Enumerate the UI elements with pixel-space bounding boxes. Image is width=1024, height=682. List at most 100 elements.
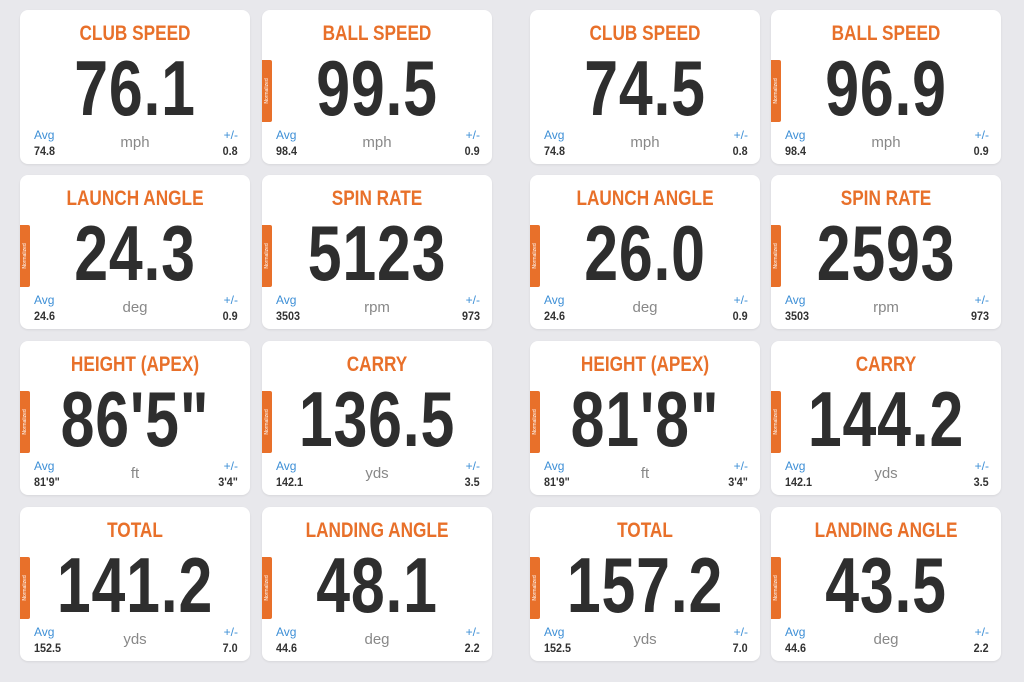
- stat-title: CARRY: [855, 353, 917, 376]
- avg-value: 24.6: [544, 309, 566, 323]
- stat-title: BALL SPEED: [322, 22, 432, 45]
- pm-label: +/-: [223, 459, 238, 473]
- stat-unit: mph: [630, 134, 660, 151]
- avg-value: 142.1: [276, 475, 304, 489]
- pm-label: +/-: [223, 128, 238, 142]
- pm-label: +/-: [733, 625, 748, 639]
- pm-value: 7.0: [222, 641, 238, 655]
- avg-label: Avg: [34, 459, 55, 473]
- pm-label: +/-: [733, 459, 748, 473]
- pm-value: 973: [970, 309, 989, 323]
- pm-value: 0.9: [464, 144, 480, 158]
- avg-label: Avg: [276, 128, 297, 142]
- stat-unit: rpm: [873, 299, 899, 316]
- normalized-label: Normalized: [264, 409, 270, 435]
- normalized-label: Normalized: [264, 575, 270, 601]
- stat-card: TOTAL 157.2 yds Avg 152.5 +/- 7.0 Normalized: [530, 507, 760, 661]
- pm-value: 2.2: [973, 641, 989, 655]
- stat-title: TOTAL: [107, 519, 163, 542]
- normalized-label: Normalized: [532, 575, 538, 601]
- avg-value: 152.5: [544, 641, 572, 655]
- stat-unit: rpm: [364, 299, 390, 316]
- stat-title: LANDING ANGLE: [814, 519, 958, 542]
- normalized-label: Normalized: [532, 243, 538, 269]
- stat-value: 141.2: [56, 541, 214, 629]
- normalized-tab: Normalized: [771, 391, 781, 453]
- stat-value: 74.5: [584, 44, 706, 132]
- stat-unit: deg: [364, 631, 390, 648]
- stat-value: 81'8": [570, 375, 720, 463]
- stat-title: CLUB SPEED: [79, 22, 191, 45]
- normalized-tab: Normalized: [20, 557, 30, 619]
- stat-title: SPIN RATE: [840, 187, 932, 210]
- stat-card: LANDING ANGLE 43.5 deg Avg 44.6 +/- 2.2 Normali…: [771, 507, 1001, 661]
- stat-value: 76.1: [74, 44, 196, 132]
- stat-value: 136.5: [298, 375, 456, 463]
- pm-value: 3'4": [218, 475, 238, 489]
- pm-label: +/-: [733, 293, 748, 307]
- pm-label: +/-: [223, 625, 238, 639]
- normalized-label: Normalized: [532, 409, 538, 435]
- avg-label: Avg: [276, 293, 297, 307]
- stat-card: HEIGHT (APEX) 86'5" ft Avg 81'9" +/- 3'4" Norma…: [20, 341, 250, 495]
- pm-label: +/-: [465, 293, 480, 307]
- stat-card: LAUNCH ANGLE 26.0 deg Avg 24.6 +/- 0.9 Normaliz…: [530, 175, 760, 329]
- stat-value: 5123: [307, 209, 447, 297]
- stat-title: CLUB SPEED: [589, 22, 701, 45]
- avg-label: Avg: [34, 625, 55, 639]
- stat-card: CARRY 136.5 yds Avg 142.1 +/- 3.5 Normalized: [262, 341, 492, 495]
- stat-unit: mph: [362, 134, 392, 151]
- pm-value: 973: [461, 309, 480, 323]
- pm-value: 7.0: [732, 641, 748, 655]
- pm-label: +/-: [974, 625, 989, 639]
- pm-label: +/-: [733, 128, 748, 142]
- pm-label: +/-: [465, 128, 480, 142]
- stat-value: 24.3: [74, 209, 196, 297]
- normalized-tab: Normalized: [262, 60, 272, 122]
- stat-title: CARRY: [346, 353, 408, 376]
- pm-value: 0.8: [732, 144, 748, 158]
- normalized-tab: Normalized: [530, 391, 540, 453]
- normalized-label: Normalized: [22, 243, 28, 269]
- stat-value: 48.1: [316, 541, 438, 629]
- normalized-label: Normalized: [22, 575, 28, 601]
- avg-value: 81'9": [544, 475, 570, 489]
- stat-value: 26.0: [584, 209, 706, 297]
- avg-label: Avg: [544, 625, 565, 639]
- normalized-tab: Normalized: [530, 225, 540, 287]
- stat-card: CLUB SPEED 74.5 mph Avg 74.8 +/- 0.8: [530, 10, 760, 164]
- stat-title: HEIGHT (APEX): [580, 353, 710, 376]
- pm-value: 3'4": [728, 475, 748, 489]
- normalized-label: Normalized: [264, 78, 270, 104]
- avg-label: Avg: [544, 293, 565, 307]
- normalized-tab: Normalized: [262, 225, 272, 287]
- stat-unit: mph: [871, 134, 901, 151]
- stat-unit: yds: [365, 465, 389, 482]
- normalized-label: Normalized: [773, 409, 779, 435]
- normalized-label: Normalized: [22, 409, 28, 435]
- normalized-tab: Normalized: [530, 557, 540, 619]
- pm-label: +/-: [465, 625, 480, 639]
- avg-value: 142.1: [785, 475, 813, 489]
- avg-label: Avg: [544, 459, 565, 473]
- stat-title: SPIN RATE: [331, 187, 423, 210]
- normalized-tab: Normalized: [20, 225, 30, 287]
- stat-value: 157.2: [566, 541, 724, 629]
- stat-value: 96.9: [825, 44, 947, 132]
- stat-title: LAUNCH ANGLE: [66, 187, 204, 210]
- avg-value: 74.8: [544, 144, 566, 158]
- avg-label: Avg: [34, 128, 55, 142]
- normalized-label: Normalized: [264, 243, 270, 269]
- avg-value: 152.5: [34, 641, 62, 655]
- avg-value: 44.6: [276, 641, 298, 655]
- stat-title: HEIGHT (APEX): [70, 353, 200, 376]
- pm-label: +/-: [223, 293, 238, 307]
- stat-unit: deg: [632, 299, 658, 316]
- stat-unit: ft: [130, 465, 140, 482]
- stat-value: 43.5: [825, 541, 947, 629]
- stat-card: BALL SPEED 99.5 mph Avg 98.4 +/- 0.9 Normalized: [262, 10, 492, 164]
- stat-card: LANDING ANGLE 48.1 deg Avg 44.6 +/- 2.2 Normali…: [262, 507, 492, 661]
- avg-value: 44.6: [785, 641, 807, 655]
- pm-value: 3.5: [973, 475, 989, 489]
- pm-value: 2.2: [464, 641, 480, 655]
